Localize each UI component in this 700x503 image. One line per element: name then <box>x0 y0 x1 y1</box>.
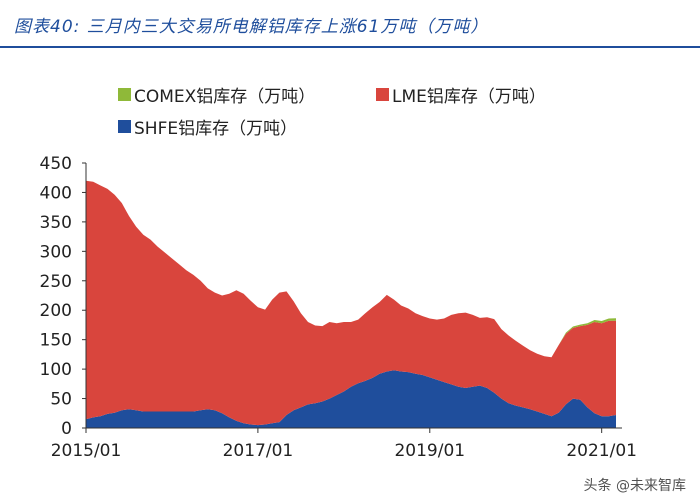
legend-comex: COMEX铝库存（万吨） <box>118 82 315 107</box>
x-tick-label: 2017/01 <box>223 441 294 461</box>
legend-lme-label: LME铝库存（万吨） <box>392 87 546 107</box>
chart-title: 图表40: 三月内三大交易所电解铝库存上涨61万吨（万吨） <box>14 17 489 37</box>
y-tick-label: 450 <box>40 154 72 174</box>
x-tick-label: 2021/01 <box>566 441 637 461</box>
y-tick-label: 200 <box>40 301 72 321</box>
legend-comex-label: COMEX铝库存（万吨） <box>134 87 316 107</box>
legend-shfe: SHFE铝库存（万吨） <box>118 114 297 139</box>
area-lme <box>86 180 616 426</box>
y-tick-label: 50 <box>50 390 72 410</box>
y-tick-label: 250 <box>40 272 72 292</box>
y-tick-label: 150 <box>40 331 72 351</box>
y-tick-label: 300 <box>40 242 72 262</box>
x-tick-label: 2015/01 <box>51 441 122 461</box>
legend-lme-swatch <box>376 88 389 101</box>
title-underline <box>0 46 700 48</box>
watermark: 头条 @未来智库 <box>583 478 686 494</box>
y-tick-label: 100 <box>40 360 72 380</box>
legend-lme: LME铝库存（万吨） <box>376 82 546 107</box>
y-tick-label: 350 <box>40 213 72 233</box>
legend-shfe-swatch <box>118 120 131 133</box>
x-tick-label: 2019/01 <box>394 441 465 461</box>
y-tick-label: 0 <box>61 419 72 439</box>
area-shfe <box>86 370 616 428</box>
legend-shfe-label: SHFE铝库存（万吨） <box>134 119 298 139</box>
y-tick-label: 400 <box>40 183 72 203</box>
legend-comex-swatch <box>118 88 131 101</box>
